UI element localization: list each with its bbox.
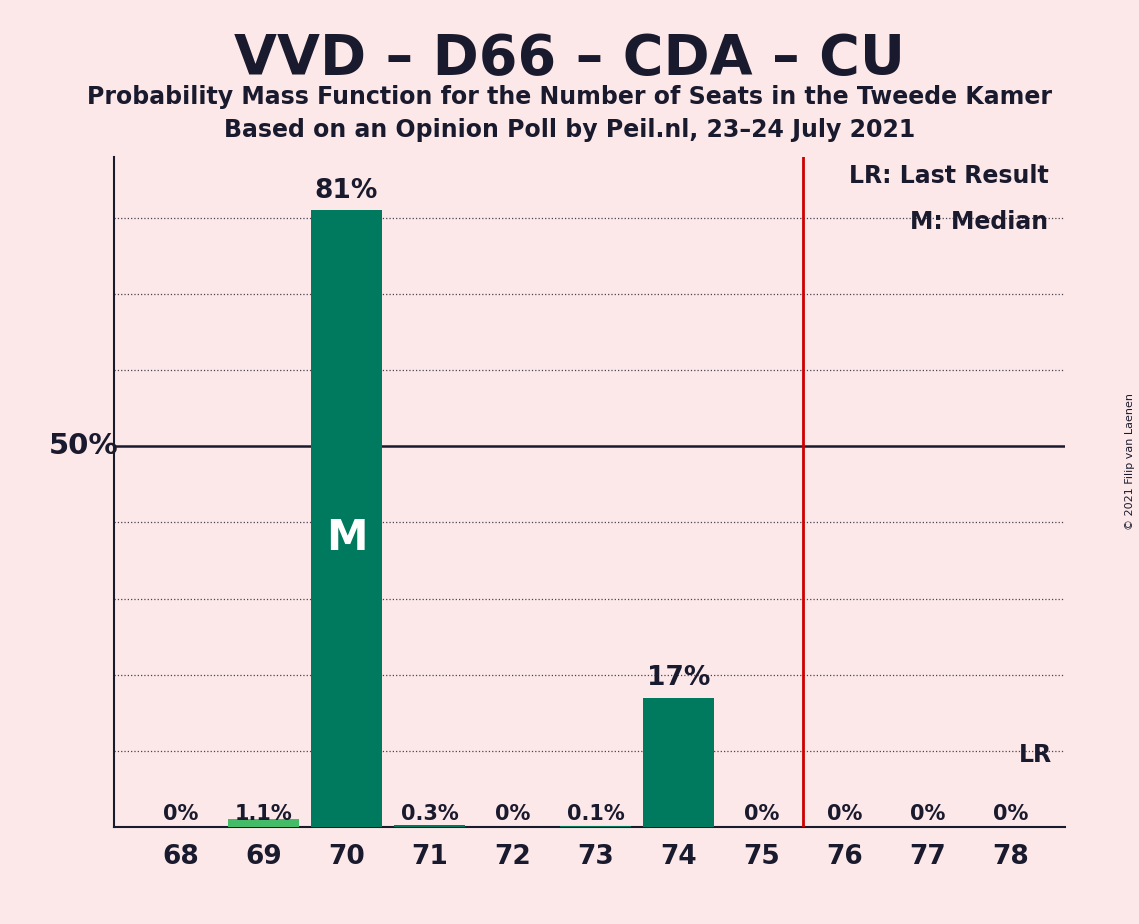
Text: 0%: 0% xyxy=(163,804,198,824)
Text: 50%: 50% xyxy=(49,432,118,460)
Text: 0%: 0% xyxy=(993,804,1029,824)
Text: 0%: 0% xyxy=(827,804,862,824)
Text: Based on an Opinion Poll by Peil.nl, 23–24 July 2021: Based on an Opinion Poll by Peil.nl, 23–… xyxy=(224,118,915,142)
Text: M: Median: M: Median xyxy=(910,210,1048,234)
Text: LR: Last Result: LR: Last Result xyxy=(849,164,1048,188)
Text: 81%: 81% xyxy=(314,178,378,204)
Text: 0%: 0% xyxy=(495,804,531,824)
Text: 0.3%: 0.3% xyxy=(401,804,458,824)
Text: Probability Mass Function for the Number of Seats in the Tweede Kamer: Probability Mass Function for the Number… xyxy=(87,85,1052,109)
Bar xyxy=(644,698,714,827)
Bar xyxy=(311,211,382,827)
Bar xyxy=(228,819,298,827)
Text: 0.1%: 0.1% xyxy=(567,804,624,824)
Text: VVD – D66 – CDA – CU: VVD – D66 – CDA – CU xyxy=(233,32,906,86)
Bar xyxy=(394,825,465,827)
Text: LR: LR xyxy=(1019,743,1052,767)
Text: 17%: 17% xyxy=(647,665,711,691)
Text: M: M xyxy=(326,517,367,559)
Text: 0%: 0% xyxy=(910,804,945,824)
Text: © 2021 Filip van Laenen: © 2021 Filip van Laenen xyxy=(1125,394,1134,530)
Text: 1.1%: 1.1% xyxy=(235,804,293,824)
Text: 0%: 0% xyxy=(744,804,779,824)
